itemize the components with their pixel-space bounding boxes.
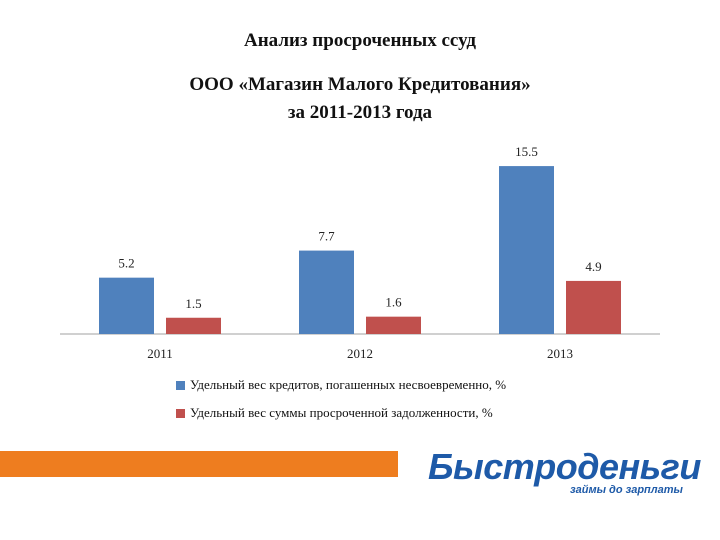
x-tick-label-2012: 2012: [347, 346, 373, 361]
bar-series1-2013: [499, 166, 554, 334]
legend-swatch-series1: [176, 380, 185, 390]
chart-title: Анализ просроченных ссуд: [243, 30, 476, 51]
x-tick-label-2011: 2011: [147, 346, 173, 361]
orange-decorative-band: [0, 451, 398, 477]
data-label-series1-2013: 15.5: [515, 144, 538, 159]
bar-series1-2012: [299, 250, 354, 334]
company-logo: Быстроденьги займы до зарплаты: [420, 446, 710, 506]
x-tick-label-2013: 2013: [547, 346, 573, 361]
chart-subtitle-company: ООО «Магазин Малого Кредитования»: [189, 74, 531, 95]
bar-series1-2011: [99, 277, 154, 334]
data-label-series1-2012: 7.7: [318, 229, 335, 244]
legend-item-series1: Удельный вес кредитов, погашенных несвое…: [176, 377, 506, 393]
data-label-series2-2013: 4.9: [585, 259, 601, 274]
bar-series2-2011: [166, 317, 221, 334]
bar-series2-2012: [366, 316, 421, 334]
legend-swatch-series2: [176, 408, 185, 418]
bar-series2-2013: [566, 280, 621, 334]
bar-chart: 5.2 1.5 2011 7.7 1.6 2012 15.5 4.9 2013: [60, 144, 660, 361]
legend-label-series2: Удельный вес суммы просроченной задолжен…: [190, 405, 493, 420]
logo-wordmark: Быстроденьги: [428, 446, 701, 487]
data-label-series2-2011: 1.5: [185, 296, 201, 311]
data-label-series1-2011: 5.2: [118, 256, 134, 271]
legend-label-series1: Удельный вес кредитов, погашенных несвое…: [190, 377, 507, 392]
logo-tagline: займы до зарплаты: [570, 484, 683, 496]
legend-item-series2: Удельный вес суммы просроченной задолжен…: [176, 405, 493, 421]
chart-subtitle-period: за 2011-2013 года: [287, 102, 433, 123]
data-label-series2-2012: 1.6: [385, 295, 402, 310]
